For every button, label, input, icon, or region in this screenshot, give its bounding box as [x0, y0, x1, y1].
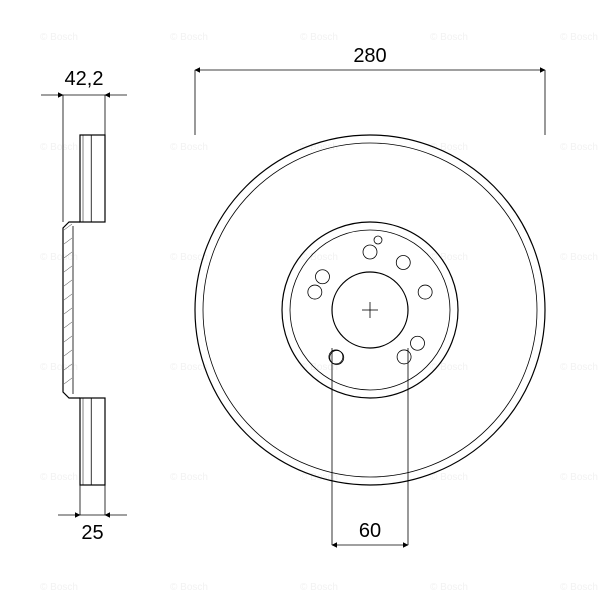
- technical-drawing: © Bosch © Bosch © Bosch © Bosch © Bosch © Bos…: [0, 0, 600, 600]
- dim-bore: 60: [359, 520, 381, 542]
- bolt-hole: [411, 336, 425, 350]
- watermark: © Bosch: [560, 582, 598, 593]
- bolt-hole: [396, 255, 410, 269]
- watermark: © Bosch: [560, 252, 598, 263]
- watermark: © Bosch: [430, 472, 468, 483]
- watermark: © Bosch: [300, 252, 338, 263]
- watermark: © Bosch: [40, 32, 78, 43]
- watermark: © Bosch: [170, 362, 208, 373]
- bolt-hole: [397, 350, 411, 364]
- watermark: © Bosch: [430, 362, 468, 373]
- bolt-hole: [418, 285, 432, 299]
- bolt-hole: [363, 245, 377, 259]
- watermark: © Bosch: [430, 252, 468, 263]
- watermark: © Bosch: [560, 362, 598, 373]
- watermark: © Bosch: [560, 142, 598, 153]
- watermark: © Bosch: [430, 582, 468, 593]
- watermark: © Bosch: [560, 472, 598, 483]
- watermark: © Bosch: [40, 472, 78, 483]
- watermark: © Bosch: [170, 142, 208, 153]
- dim-outer-diameter: 280: [353, 45, 386, 67]
- watermark: © Bosch: [300, 32, 338, 43]
- watermark: © Bosch: [170, 472, 208, 483]
- watermark: © Bosch: [40, 582, 78, 593]
- watermark: © Bosch: [560, 32, 598, 43]
- watermark: © Bosch: [300, 582, 338, 593]
- dim-thickness: 25: [81, 522, 103, 544]
- watermark: © Bosch: [430, 32, 468, 43]
- bolt-hole: [315, 270, 329, 284]
- watermark: © Bosch: [40, 252, 78, 263]
- dim-height: 42,2: [65, 68, 104, 90]
- watermark: © Bosch: [170, 582, 208, 593]
- watermark: © Bosch: [170, 32, 208, 43]
- bolt-hole: [308, 285, 322, 299]
- front-view: [195, 135, 545, 485]
- watermark: © Bosch: [40, 362, 78, 373]
- watermark: © Bosch: [40, 142, 78, 153]
